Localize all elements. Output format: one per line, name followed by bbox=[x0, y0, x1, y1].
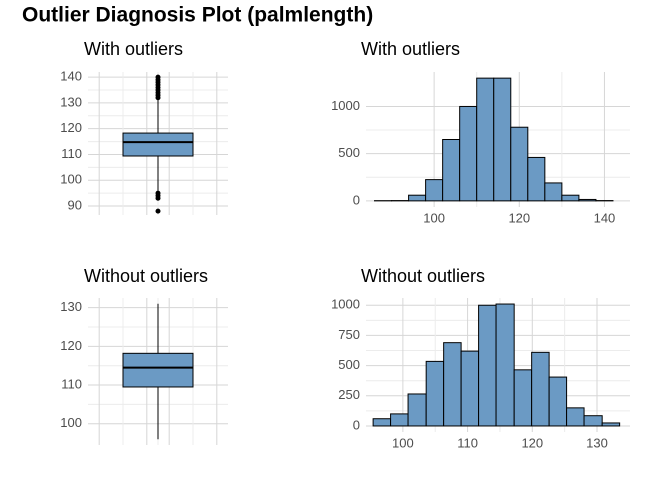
y-tick-label: 250 bbox=[338, 387, 360, 402]
bar bbox=[459, 105, 478, 202]
bar bbox=[544, 182, 563, 202]
y-tick-label: 0 bbox=[353, 192, 360, 207]
bar bbox=[443, 342, 462, 427]
x-tick-label: 120 bbox=[521, 435, 543, 450]
bar bbox=[566, 407, 585, 427]
bar bbox=[578, 198, 597, 202]
bar bbox=[460, 350, 480, 427]
bar bbox=[493, 77, 512, 202]
y-tick-label: 1000 bbox=[331, 98, 360, 113]
x-tick-label: 100 bbox=[423, 210, 445, 225]
bar bbox=[548, 376, 568, 427]
page-title: Outlier Diagnosis Plot (palmlength) bbox=[22, 4, 373, 27]
y-tick-label: 120 bbox=[60, 120, 82, 135]
y-tick-label: 0 bbox=[353, 417, 360, 432]
y-tick-label: 90 bbox=[68, 197, 82, 212]
bar bbox=[478, 304, 497, 427]
y-tick-label: 1000 bbox=[331, 297, 360, 312]
x-tick-label: 100 bbox=[392, 435, 414, 450]
bar bbox=[372, 418, 392, 427]
bar bbox=[527, 156, 546, 202]
outlier bbox=[155, 195, 161, 201]
y-tick-label: 750 bbox=[338, 327, 360, 342]
box bbox=[122, 352, 194, 388]
x-tick-label: 120 bbox=[508, 210, 530, 225]
y-tick-label: 120 bbox=[60, 338, 82, 353]
x-tick-label: 140 bbox=[594, 210, 616, 225]
y-tick-label: 500 bbox=[338, 145, 360, 160]
panel-title: Without outliers bbox=[84, 266, 208, 286]
bar bbox=[513, 369, 533, 427]
bar bbox=[601, 422, 621, 427]
bar bbox=[407, 393, 427, 427]
y-tick-label: 140 bbox=[60, 69, 82, 84]
box bbox=[122, 132, 194, 157]
y-tick-label: 100 bbox=[60, 172, 82, 187]
x-tick-label: 130 bbox=[586, 435, 608, 450]
y-tick-label: 110 bbox=[61, 376, 82, 391]
panel-title: Without outliers bbox=[361, 266, 485, 286]
bar bbox=[442, 139, 461, 202]
bar bbox=[425, 179, 444, 202]
bar bbox=[561, 194, 580, 202]
bar bbox=[476, 77, 495, 202]
x-tick-label: 110 bbox=[457, 435, 478, 450]
y-tick-label: 100 bbox=[60, 415, 82, 430]
y-tick-label: 500 bbox=[338, 357, 360, 372]
bar bbox=[531, 351, 550, 427]
bar bbox=[583, 415, 603, 427]
bar bbox=[390, 413, 409, 427]
bar bbox=[495, 303, 515, 427]
panel-title: With outliers bbox=[361, 39, 460, 59]
outlier bbox=[155, 208, 161, 214]
outlier bbox=[155, 74, 161, 80]
panel-title: With outliers bbox=[84, 39, 183, 59]
y-tick-label: 110 bbox=[61, 146, 82, 161]
bar bbox=[408, 194, 427, 202]
bar bbox=[510, 126, 529, 202]
y-tick-label: 130 bbox=[60, 299, 82, 314]
y-tick-label: 130 bbox=[60, 94, 82, 109]
bar bbox=[425, 360, 445, 427]
